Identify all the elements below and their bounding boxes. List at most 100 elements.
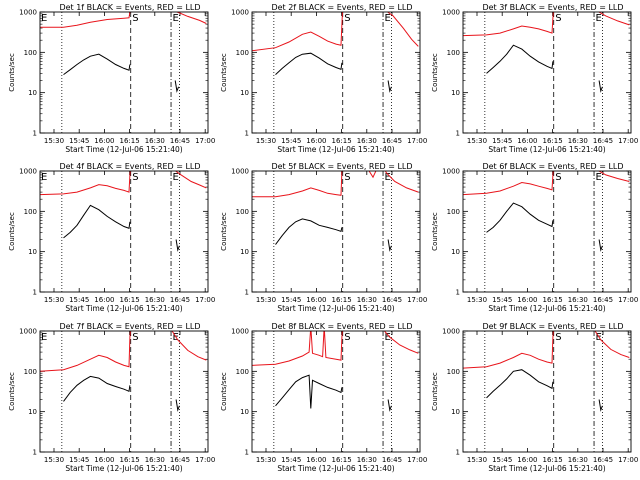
x-tick-label: 16:30 [145, 456, 165, 464]
panel-title: Det 8f BLACK = Events, RED = LLD [271, 322, 412, 331]
y-tick-label: 100 [447, 49, 460, 57]
x-tick-label: 16:15 [332, 456, 352, 464]
x-tick-label: 16:15 [120, 456, 140, 464]
y-axis-label: Counts/sec [8, 53, 16, 92]
series-group [463, 12, 630, 93]
series-lld-line [463, 12, 554, 37]
series-events-line [175, 239, 180, 252]
edge-label: E [41, 332, 47, 343]
x-tick-label: 15:45 [492, 296, 512, 304]
x-axis-label: Start Time (12-Jul-06 15:21:40) [488, 145, 605, 154]
series-events-line [275, 374, 343, 409]
marker-label-s: S [132, 172, 138, 183]
x-tick-label: 16:30 [357, 456, 377, 464]
x-tick-label: 17:00 [618, 456, 638, 464]
marker-label-s: S [344, 332, 350, 343]
series-events-line [175, 399, 180, 412]
x-tick-label: 16:30 [568, 296, 588, 304]
series-group [40, 12, 207, 93]
x-tick-label: 16:45 [593, 296, 613, 304]
y-tick-label: 1000 [19, 328, 37, 336]
marker-label-s: S [132, 332, 138, 343]
x-tick-label: 17:00 [618, 137, 638, 145]
x-tick-label: 17:00 [195, 137, 215, 145]
series-events-line [63, 204, 131, 239]
x-tick-label: 15:30 [44, 296, 64, 304]
series-events-line [63, 53, 131, 76]
detector-panel-9: Det 9f BLACK = Events, RED = LLD Counts/s… [431, 322, 638, 473]
plot-frame [251, 170, 421, 293]
detector-panel-1: Det 1f BLACK = Events, RED = LLD Counts/s… [8, 3, 215, 154]
panel-title: Det 6f BLACK = Events, RED = LLD [482, 162, 623, 171]
series-group [463, 331, 630, 412]
y-tick-label: 1 [456, 130, 460, 138]
x-tick-label: 15:45 [281, 456, 301, 464]
panel-title: Det 3f BLACK = Events, RED = LLD [482, 3, 623, 12]
y-axis-label: Counts/sec [220, 53, 228, 92]
x-axis-label: Start Time (12-Jul-06 15:21:40) [277, 304, 394, 313]
x-axis-label: Start Time (12-Jul-06 15:21:40) [65, 145, 182, 154]
x-tick-label: 16:15 [332, 296, 352, 304]
x-tick-label: 16:00 [94, 296, 114, 304]
series-lld-line [171, 331, 207, 361]
panel-title: Det 1f BLACK = Events, RED = LLD [59, 3, 200, 12]
x-tick-label: 15:45 [281, 137, 301, 145]
x-axis-label: Start Time (12-Jul-06 15:21:40) [65, 464, 182, 473]
x-tick-label: 15:30 [44, 137, 64, 145]
series-events-line [486, 44, 554, 74]
detector-panel-8: Det 8f BLACK = Events, RED = LLD Counts/s… [220, 322, 427, 473]
series-lld-line [597, 12, 630, 26]
series-lld-line [594, 331, 630, 358]
y-tick-label: 10 [28, 248, 37, 256]
y-tick-label: 10 [28, 408, 37, 416]
x-axis-label: Start Time (12-Jul-06 15:21:40) [488, 304, 605, 313]
x-tick-label: 15:30 [256, 456, 276, 464]
marker-label-s: S [555, 332, 561, 343]
y-tick-label: 10 [451, 89, 460, 97]
series-events-line [598, 399, 603, 412]
x-tick-label: 15:45 [69, 456, 89, 464]
marker-label-e: E [385, 332, 391, 343]
x-tick-label: 16:00 [94, 137, 114, 145]
series-lld-line [383, 331, 419, 354]
y-tick-label: 100 [447, 208, 460, 216]
y-tick-label: 1000 [442, 9, 460, 17]
y-axis-label: Counts/sec [431, 53, 439, 92]
y-tick-label: 10 [240, 408, 249, 416]
x-tick-label: 16:15 [543, 456, 563, 464]
x-tick-label: 15:30 [256, 296, 276, 304]
plot-frame [251, 330, 421, 453]
x-tick-label: 15:30 [467, 137, 487, 145]
plot-frame [462, 11, 632, 134]
y-axis-label: Counts/sec [431, 212, 439, 251]
x-tick-label: 16:00 [517, 296, 537, 304]
y-tick-label: 1000 [231, 328, 249, 336]
x-tick-label: 16:15 [120, 137, 140, 145]
series-events-line [174, 80, 180, 93]
marker-label-s: S [555, 172, 561, 183]
x-tick-label: 16:30 [357, 137, 377, 145]
x-tick-label: 17:00 [407, 296, 427, 304]
detector-panel-2: Det 2f BLACK = Events, RED = LLD Counts/s… [220, 3, 427, 154]
x-tick-label: 15:45 [69, 137, 89, 145]
series-events-line [387, 399, 392, 412]
x-tick-label: 15:30 [44, 456, 64, 464]
x-tick-label: 16:00 [306, 137, 326, 145]
x-tick-label: 16:45 [382, 296, 402, 304]
y-tick-label: 1 [456, 289, 460, 297]
marker-label-s: S [344, 13, 350, 24]
series-lld-line [252, 12, 343, 52]
panel-title: Det 2f BLACK = Events, RED = LLD [271, 3, 412, 12]
x-tick-label: 16:45 [382, 137, 402, 145]
marker-label-e: E [173, 13, 179, 24]
series-group [252, 12, 419, 93]
panel-title: Det 4f BLACK = Events, RED = LLD [59, 162, 200, 171]
x-tick-label: 15:30 [256, 137, 276, 145]
x-tick-label: 17:00 [407, 137, 427, 145]
y-axis-label: Counts/sec [220, 212, 228, 251]
x-axis-label: Start Time (12-Jul-06 15:21:40) [277, 145, 394, 154]
y-tick-label: 1 [245, 449, 249, 457]
series-lld-line [463, 171, 554, 196]
x-tick-label: 16:45 [593, 456, 613, 464]
